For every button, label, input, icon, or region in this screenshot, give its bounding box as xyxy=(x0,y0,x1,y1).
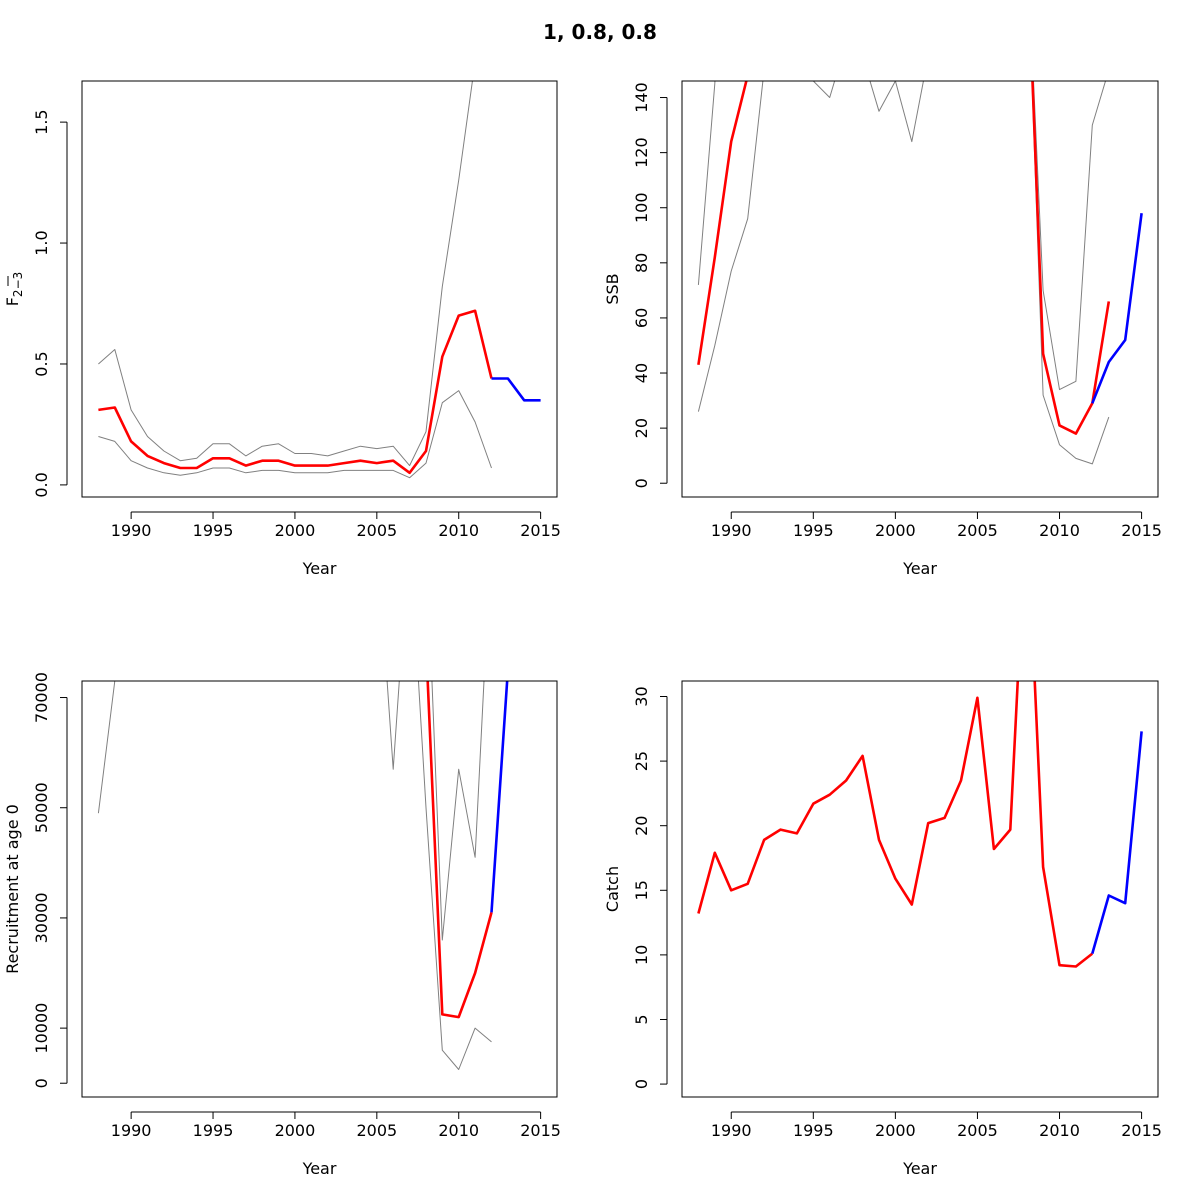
x-tick-label-catch: 2015 xyxy=(1121,1121,1162,1140)
y-tick-label-f: 1.0 xyxy=(32,230,51,255)
x-axis-label-rec: Year xyxy=(302,1159,337,1178)
plot-frame-catch xyxy=(681,680,1159,1098)
series-group-catch xyxy=(697,681,1143,968)
y-tick-label-ssb: 60 xyxy=(632,308,651,328)
figure-title: 1, 0.8, 0.8 xyxy=(543,20,657,44)
x-tick-label-ssb: 2015 xyxy=(1121,521,1162,540)
series-line-ssb-lower xyxy=(697,81,1110,465)
series-line-catch-estimate xyxy=(697,681,1094,968)
x-tick-label-f: 2015 xyxy=(520,521,561,540)
series-line-rec-lower xyxy=(417,681,492,1070)
x-tick-label-catch: 1995 xyxy=(793,1121,834,1140)
y-axis-label-catch: Catch xyxy=(603,866,622,912)
y-axis-label-main-rec: Recruitment at age 0 xyxy=(3,804,22,974)
series-group-ssb xyxy=(697,81,1143,465)
y-tick-label-ssb: 140 xyxy=(632,82,651,113)
x-tick-label-ssb: 2010 xyxy=(1039,521,1080,540)
y-tick-label-rec: 0 xyxy=(32,1078,51,1088)
y-tick-label-catch: 5 xyxy=(632,1014,651,1024)
y-tick-label-ssb: 120 xyxy=(632,137,651,168)
plot-frame-ssb xyxy=(681,80,1159,498)
x-tick-label-rec: 2000 xyxy=(275,1121,316,1140)
y-tick-label-catch: 10 xyxy=(632,945,651,965)
y-axis-label-main-f: F xyxy=(3,297,22,306)
x-tick-label-ssb: 1990 xyxy=(711,521,752,540)
panel-ssb: 1990 1995 2000 2005 2010 2015 0 20 40 60 80 100 120 1… xyxy=(603,80,1162,578)
y-axis-label-ssb: SSB xyxy=(603,273,622,304)
y-tick-label-rec: 30000 xyxy=(32,892,51,943)
series-line-catch-projection xyxy=(1091,731,1143,954)
y-tick-label-catch: 20 xyxy=(632,816,651,836)
y-tick-label-rec: 10000 xyxy=(32,1003,51,1054)
y-tick-label-catch: 30 xyxy=(632,686,651,706)
x-tick-label-catch: 2000 xyxy=(875,1121,916,1140)
series-line-rec-upper_b xyxy=(386,681,485,941)
y-tick-label-catch: 25 xyxy=(632,751,651,771)
x-axis-label-catch: Year xyxy=(902,1159,937,1178)
y-tick-label-catch: 15 xyxy=(632,880,651,900)
panel-catch: 1990 1995 2000 2005 2010 2015 0 5 10 15 20 25 30 Year… xyxy=(603,680,1162,1178)
x-axis-label-ssb: Year xyxy=(902,559,937,578)
y-tick-label-ssb: 80 xyxy=(632,253,651,273)
series-line-rec-projection xyxy=(490,681,509,913)
series-group-rec xyxy=(97,681,509,1070)
x-tick-label-f: 2010 xyxy=(438,521,479,540)
x-tick-label-f: 1990 xyxy=(111,521,152,540)
y-axis-label-rec: Recruitment at age 0 xyxy=(3,804,22,974)
y-tick-label-f: 0.0 xyxy=(32,472,51,497)
panel-f: 1990 1995 2000 2005 2010 2015 0.0 0.5 1.0 1.5 Year… xyxy=(3,80,561,578)
y-tick-label-catch: 0 xyxy=(632,1079,651,1089)
y-axis-label-f: F2−3 xyxy=(3,272,25,307)
series-line-f-upper xyxy=(98,81,473,467)
series-line-f-projection xyxy=(491,377,541,402)
x-tick-label-f: 2000 xyxy=(275,521,316,540)
series-line-rec-upper_a xyxy=(97,681,116,814)
y-axis-label-main-ssb: SSB xyxy=(603,273,622,304)
x-tick-label-ssb: 2000 xyxy=(875,521,916,540)
y-tick-label-ssb: 20 xyxy=(632,418,651,438)
panel-rec: 1990 1995 2000 2005 2010 2015 0 10000 30000 50000… xyxy=(3,672,561,1178)
y-tick-label-ssb: 0 xyxy=(632,478,651,488)
x-tick-label-rec: 2015 xyxy=(520,1121,561,1140)
y-tick-label-f: 1.5 xyxy=(32,109,51,134)
x-tick-label-rec: 2010 xyxy=(438,1121,479,1140)
series-line-f-estimate xyxy=(98,309,493,475)
x-tick-label-catch: 2005 xyxy=(957,1121,998,1140)
y-axis-label-main-catch: Catch xyxy=(603,866,622,912)
series-line-f-lower xyxy=(98,390,492,479)
series-line-rec-estimate xyxy=(426,681,493,1019)
series-line-ssb-estimate xyxy=(697,81,1111,435)
x-tick-label-rec: 1995 xyxy=(193,1121,234,1140)
x-tick-label-ssb: 2005 xyxy=(957,521,998,540)
y-tick-label-rec: 50000 xyxy=(32,782,51,833)
x-tick-label-rec: 1990 xyxy=(111,1121,152,1140)
x-tick-label-rec: 2005 xyxy=(356,1121,397,1140)
x-tick-label-catch: 2010 xyxy=(1039,1121,1080,1140)
y-axis-label-subscript-f: 2−3 xyxy=(11,272,25,297)
y-tick-label-f: 0.5 xyxy=(32,351,51,376)
series-group-f xyxy=(98,81,541,479)
plot-frame-f xyxy=(81,80,558,498)
y-tick-label-rec: 70000 xyxy=(32,672,51,723)
series-line-ssb-upper xyxy=(697,81,1107,391)
series-line-ssb-projection xyxy=(1091,213,1143,404)
plot-frame-rec xyxy=(81,680,558,1098)
x-tick-label-ssb: 1995 xyxy=(793,521,834,540)
x-tick-label-f: 1995 xyxy=(193,521,234,540)
x-tick-label-f: 2005 xyxy=(356,521,397,540)
y-tick-label-ssb: 40 xyxy=(632,363,651,383)
x-tick-label-catch: 1990 xyxy=(711,1121,752,1140)
x-axis-label-f: Year xyxy=(302,559,337,578)
y-tick-label-ssb: 100 xyxy=(632,192,651,223)
